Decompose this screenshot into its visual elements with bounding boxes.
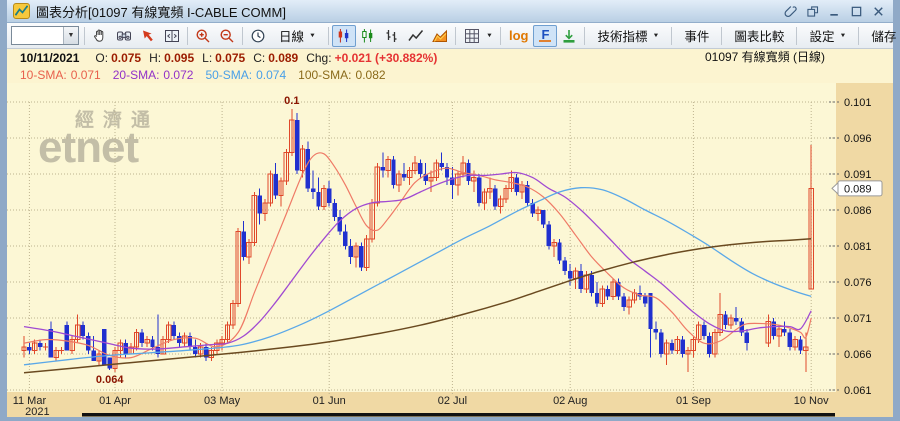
maximize-button[interactable] xyxy=(848,3,865,19)
close-label: C: xyxy=(253,50,266,65)
svg-text:0.071: 0.071 xyxy=(844,313,872,325)
save-button[interactable]: 儲存 xyxy=(862,24,900,47)
high-label: H: xyxy=(149,50,162,65)
zoom-view-button[interactable] xyxy=(112,25,136,47)
chart-canvas[interactable]: 經濟通 etnet 0.101 0.096 0.091 0.086 0.081 0.076 0.… xyxy=(7,83,893,417)
sma20-value: 0.072 xyxy=(163,67,194,82)
svg-text:0.064: 0.064 xyxy=(96,374,124,386)
indicators-dropdown[interactable]: 技術指標 xyxy=(588,24,668,47)
stock-name-label: 01097 有線寬頻 (日線) xyxy=(694,48,835,67)
chevron-down-icon[interactable]: ▼ xyxy=(63,27,78,44)
sma10-value: 0.071 xyxy=(70,67,101,82)
svg-text:0.101: 0.101 xyxy=(844,97,872,109)
change-label: Chg: xyxy=(306,50,332,65)
svg-text:0.066: 0.066 xyxy=(844,349,872,361)
settings-label: 設定 xyxy=(809,30,835,44)
line-chart-button[interactable] xyxy=(404,25,428,47)
history-clock-button[interactable] xyxy=(246,25,270,47)
svg-text:02 Aug: 02 Aug xyxy=(553,395,587,407)
candlestick-chart-button[interactable] xyxy=(331,24,356,47)
low-value: 0.075 xyxy=(215,50,246,65)
pan-tool-button[interactable] xyxy=(88,25,112,47)
crosshair-tool-button[interactable] xyxy=(136,25,160,47)
split-view-button[interactable] xyxy=(160,25,184,47)
area-chart-button[interactable] xyxy=(428,25,452,47)
zoom-out-button[interactable] xyxy=(215,25,239,47)
svg-text:0.1: 0.1 xyxy=(284,95,299,107)
window-title: 圖表分析[01097 有線寬頻 I-CABLE COMM] xyxy=(36,4,286,20)
toolbar: ▼ 日線 xyxy=(7,23,896,49)
svg-text:03 May: 03 May xyxy=(204,395,241,407)
symbol-combobox[interactable]: ▼ xyxy=(11,26,79,45)
high-value: 0.095 xyxy=(164,50,195,65)
settings-dropdown[interactable]: 設定 xyxy=(800,24,855,47)
f-overlay-button[interactable]: F xyxy=(533,24,558,47)
svg-text:01 Sep: 01 Sep xyxy=(676,395,711,407)
svg-text:0.061: 0.061 xyxy=(844,385,872,397)
svg-text:01 Apr: 01 Apr xyxy=(99,395,131,407)
svg-text:0.076: 0.076 xyxy=(844,277,872,289)
ohlc-bars-button[interactable] xyxy=(380,25,404,47)
events-button[interactable]: 事件 xyxy=(675,24,718,47)
log-scale-button[interactable]: log xyxy=(504,26,534,45)
export-button[interactable] xyxy=(557,25,581,47)
minimize-button[interactable] xyxy=(826,3,843,19)
grid-options-dropdown[interactable] xyxy=(459,25,497,47)
compare-button[interactable]: 圖表比較 xyxy=(725,24,793,47)
svg-text:2021: 2021 xyxy=(25,406,49,417)
quote-bar: 10/11/2021 O: 0.075 H: 0.095 L: 0.075 C:… xyxy=(7,48,893,67)
pin-paperclip-icon[interactable] xyxy=(782,3,799,19)
sma20-label: 20-SMA: xyxy=(112,67,160,82)
sma50-value: 0.074 xyxy=(256,67,287,82)
close-button[interactable] xyxy=(870,3,887,19)
app-chart-icon xyxy=(13,3,30,19)
f-overlay-label: F xyxy=(539,27,552,42)
title-bar[interactable]: 圖表分析[01097 有線寬頻 I-CABLE COMM] xyxy=(7,0,893,23)
svg-text:etnet: etnet xyxy=(38,123,139,172)
sma100-value: 0.082 xyxy=(355,67,386,82)
quote-date: 10/11/2021 xyxy=(20,50,80,65)
hollow-candle-chart-button[interactable] xyxy=(356,25,380,47)
interval-dropdown[interactable]: 日線 xyxy=(270,24,325,47)
open-value: 0.075 xyxy=(111,50,142,65)
svg-text:11 Mar: 11 Mar xyxy=(13,395,47,407)
svg-text:0.089: 0.089 xyxy=(844,183,872,195)
indicators-label: 技術指標 xyxy=(597,30,648,44)
close-value: 0.089 xyxy=(268,50,299,65)
svg-text:0.096: 0.096 xyxy=(844,133,872,145)
sma100-label: 100-SMA: xyxy=(298,67,352,82)
svg-text:02 Jul: 02 Jul xyxy=(438,395,467,407)
change-value: +0.021 (+30.882%) xyxy=(334,50,438,65)
low-label: L: xyxy=(202,50,213,65)
zoom-in-button[interactable] xyxy=(191,25,215,47)
svg-text:0.086: 0.086 xyxy=(844,205,872,217)
svg-text:0.081: 0.081 xyxy=(844,241,872,253)
popout-icon[interactable] xyxy=(804,3,821,19)
open-label: O: xyxy=(95,50,109,65)
sma10-label: 10-SMA: xyxy=(20,67,67,82)
svg-text:經濟通: 經濟通 xyxy=(75,108,159,131)
svg-text:10 Nov: 10 Nov xyxy=(794,395,829,407)
sma-legend-bar: 10-SMA: 0.071 20-SMA: 0.072 50-SMA: 0.07… xyxy=(7,66,893,83)
svg-text:01 Jun: 01 Jun xyxy=(313,395,346,407)
sma50-label: 50-SMA: xyxy=(205,67,253,82)
svg-text:0.091: 0.091 xyxy=(844,169,872,181)
interval-label: 日線 xyxy=(279,30,305,44)
